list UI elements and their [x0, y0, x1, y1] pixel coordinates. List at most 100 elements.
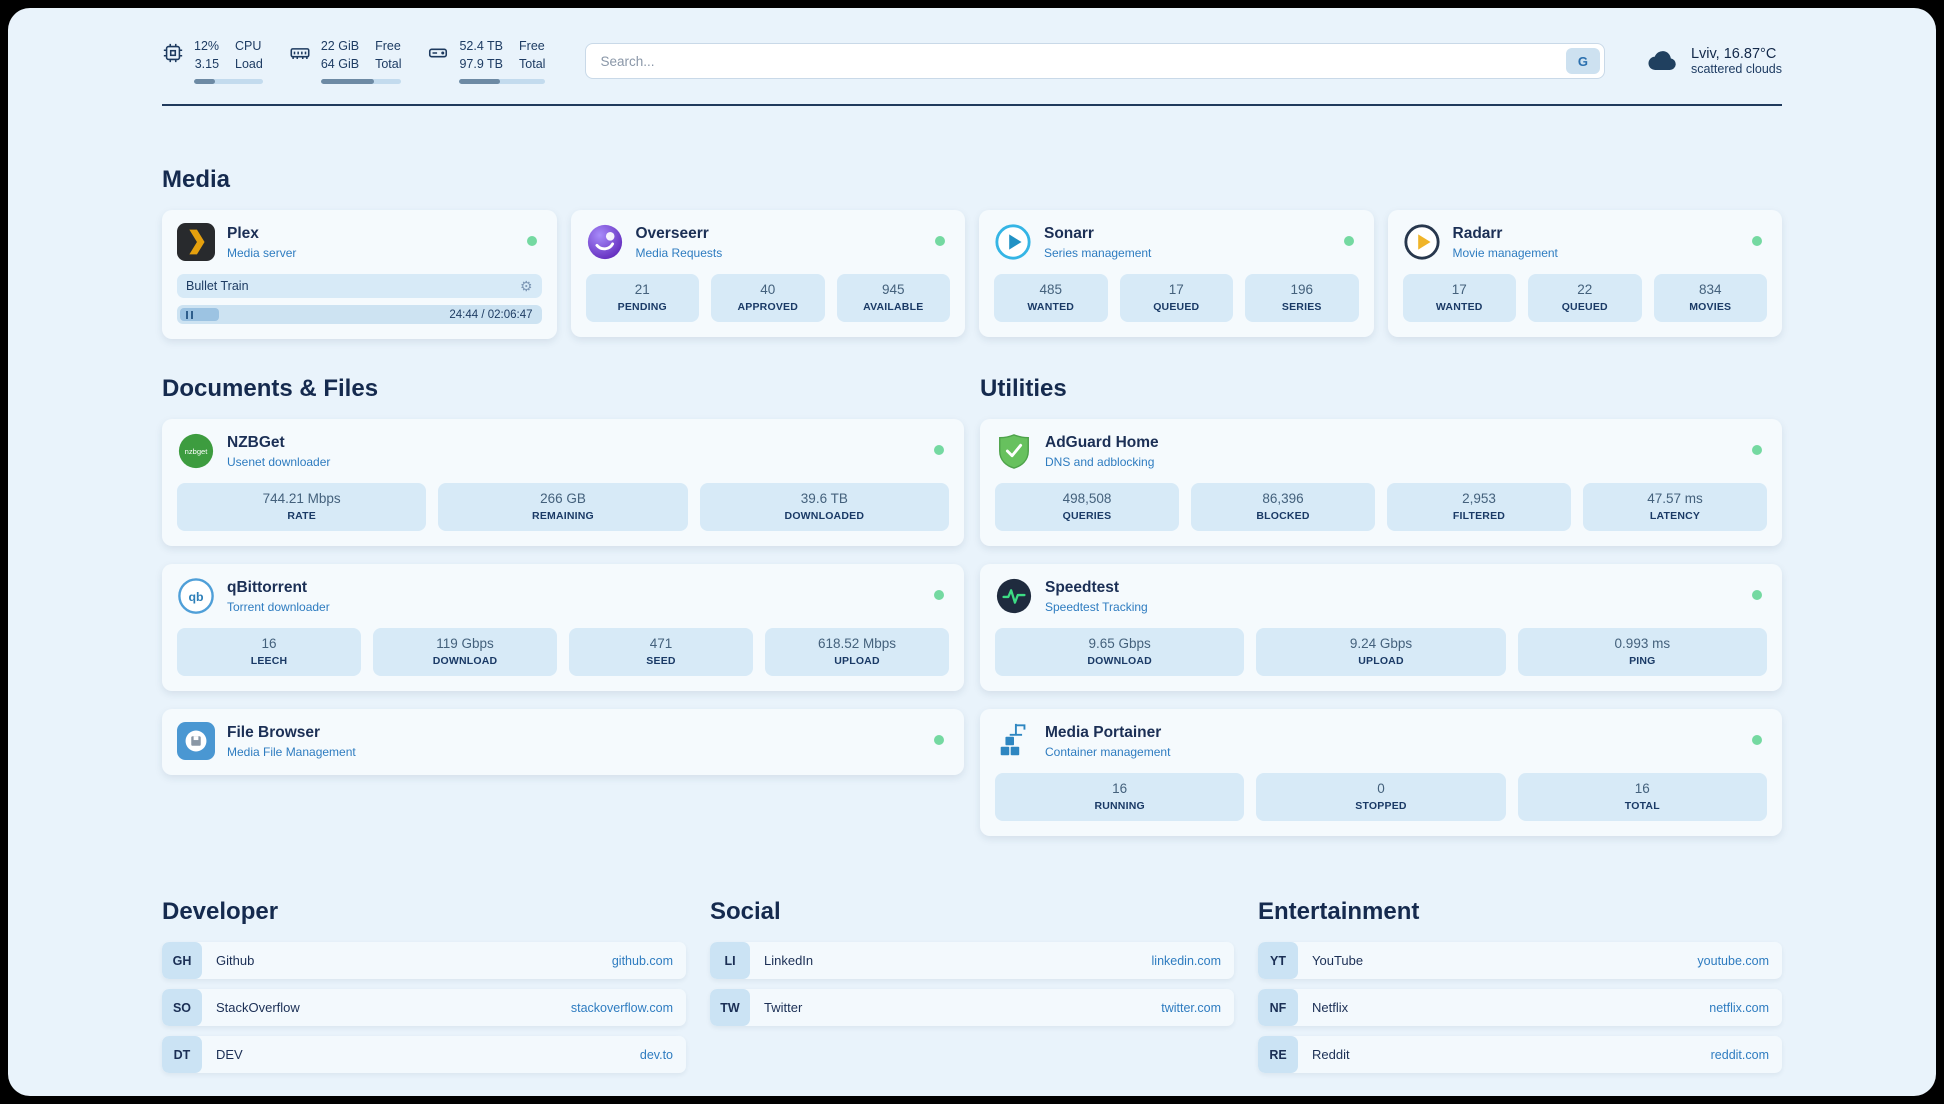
link-linkedin[interactable]: LI LinkedIn linkedin.com: [710, 942, 1234, 979]
twitter-badge: TW: [710, 989, 750, 1026]
stat-label: PENDING: [617, 301, 667, 313]
link-github[interactable]: GH Github github.com: [162, 942, 686, 979]
stat-value: 945: [881, 282, 905, 297]
playback-progress-bar[interactable]: 24:44 / 02:06:47: [177, 305, 542, 324]
stat-value: 17: [1168, 282, 1184, 297]
link-netflix[interactable]: NF Netflix netflix.com: [1258, 989, 1782, 1026]
stat-tile: 471 SEED: [569, 628, 753, 676]
link-url[interactable]: dev.to: [639, 1047, 673, 1062]
stat-tile: 47.57 ms LATENCY: [1583, 483, 1767, 531]
section-title-utilities: Utilities: [980, 375, 1067, 402]
section-title-media: Media: [162, 166, 231, 193]
link-url[interactable]: stackoverflow.com: [570, 1000, 673, 1015]
link-stackoverflow[interactable]: SO StackOverflow stackoverflow.com: [162, 989, 686, 1026]
stat-tile: 22 QUEUED: [1528, 274, 1642, 322]
link-url[interactable]: youtube.com: [1697, 953, 1769, 968]
stat-label: DOWNLOADED: [784, 510, 865, 522]
stat-value: 16: [261, 636, 277, 651]
ram-progress-fill: [320, 79, 375, 84]
app-card-radarr[interactable]: Radarr Movie management 17 WANTED 22 QUE…: [1387, 210, 1782, 337]
stat-label: QUERIES: [1062, 510, 1112, 522]
app-subtitle: Series management: [1044, 245, 1152, 260]
link-twitter[interactable]: TW Twitter twitter.com: [710, 989, 1234, 1026]
search-engine-button[interactable]: G: [1565, 48, 1600, 74]
app-card-overseerr[interactable]: Overseerr Media Requests 21 PENDING 40 A…: [570, 210, 965, 337]
stat-label: PING: [1629, 655, 1656, 667]
app-name: NZBGet: [227, 433, 285, 451]
app-card-filebrowser[interactable]: File Browser Media File Management: [162, 709, 964, 775]
link-reddit[interactable]: RE Reddit reddit.com: [1258, 1036, 1782, 1073]
app-card-nzbget[interactable]: nzbget NZBGet Usenet downloader 744.21 M…: [162, 419, 964, 546]
app-card-portainer[interactable]: Media Portainer Container management 16 …: [980, 709, 1782, 836]
stackoverflow-badge: SO: [162, 989, 202, 1026]
link-youtube[interactable]: YT YouTube youtube.com: [1258, 942, 1782, 979]
stat-label: FILTERED: [1452, 510, 1506, 522]
stat-value: 40: [760, 282, 776, 297]
pause-icon[interactable]: [186, 310, 193, 319]
ram-free-value: 22 GiB: [320, 39, 360, 53]
linkedin-badge: LI: [710, 942, 750, 979]
link-name: Twitter: [764, 1000, 803, 1015]
link-dev[interactable]: DT DEV dev.to: [162, 1036, 686, 1073]
stat-value: 471: [649, 636, 673, 651]
link-name: DEV: [216, 1047, 243, 1062]
ram-widget: 22 GiB 64 GiB Free Total: [289, 38, 402, 84]
app-subtitle: Container management: [1045, 744, 1171, 759]
section-title-documents: Documents & Files: [162, 375, 379, 402]
qbittorrent-icon: qb: [177, 577, 215, 615]
stat-label: SERIES: [1281, 301, 1322, 313]
developer-links-column: Developer GH Github github.com SO StackO…: [162, 898, 686, 1083]
stat-tile: 945 AVAILABLE: [836, 274, 950, 322]
stat-value: 86,396: [1262, 491, 1304, 506]
status-dot: [1752, 590, 1762, 600]
stat-tile: 21 PENDING: [585, 274, 699, 322]
status-dot: [1752, 735, 1762, 745]
stat-tile: 16 LEECH: [177, 628, 361, 676]
search-input[interactable]: [585, 43, 1605, 79]
ram-label-top: Free: [375, 39, 401, 53]
plex-now-playing-widget: Bullet Train ⚙ 24:44 / 02:06:47: [177, 274, 542, 324]
disk-progress-fill: [459, 79, 500, 84]
link-url[interactable]: reddit.com: [1710, 1047, 1769, 1062]
cpu-chip-icon: [162, 42, 184, 64]
plex-icon: [177, 223, 215, 261]
disk-total-value: 97.9 TB: [459, 56, 504, 71]
cpu-usage-value: 12%: [194, 39, 220, 53]
app-card-sonarr[interactable]: Sonarr Series management 485 WANTED 17 Q…: [979, 210, 1374, 337]
stat-label: WANTED: [1027, 301, 1075, 313]
app-card-adguard[interactable]: AdGuard Home DNS and adblocking 498,508 …: [980, 419, 1782, 546]
link-url[interactable]: netflix.com: [1709, 1000, 1769, 1015]
adguard-icon: [995, 432, 1033, 470]
link-url[interactable]: github.com: [611, 953, 673, 968]
stat-tile: 485 WANTED: [994, 274, 1108, 322]
cloud-icon: [1645, 43, 1681, 79]
entertainment-links-column: Entertainment YT YouTube youtube.com NF …: [1258, 898, 1782, 1083]
stat-value: 9.24 Gbps: [1349, 636, 1413, 651]
link-url[interactable]: linkedin.com: [1151, 953, 1221, 968]
disk-free-value: 52.4 TB: [459, 39, 504, 53]
stat-label: RUNNING: [1094, 800, 1145, 812]
app-subtitle: Usenet downloader: [227, 454, 331, 469]
app-name: Sonarr: [1044, 224, 1094, 242]
app-subtitle: Media File Management: [227, 744, 356, 759]
app-subtitle: Media server: [227, 245, 297, 260]
status-dot: [1343, 236, 1354, 246]
ram-icon: [289, 42, 311, 64]
topbar: 12% 3.15 CPU Load: [162, 38, 1782, 84]
stat-value: 119 Gbps: [436, 636, 494, 651]
weather-widget: Lviv, 16.87°C scattered clouds: [1645, 43, 1782, 79]
link-url[interactable]: twitter.com: [1161, 1000, 1221, 1015]
stat-tile: 0 STOPPED: [1256, 773, 1506, 821]
filebrowser-icon: [177, 722, 215, 760]
app-card-qbittorrent[interactable]: qb qBittorrent Torrent downloader 16 LEE…: [162, 564, 964, 691]
stat-value: 21: [634, 282, 650, 297]
stat-tile: 9.65 Gbps DOWNLOAD: [995, 628, 1245, 676]
section-title-entertainment: Entertainment: [1258, 898, 1420, 925]
status-dot: [1752, 236, 1762, 246]
dev-badge: DT: [162, 1036, 202, 1073]
gear-icon[interactable]: ⚙: [519, 278, 533, 294]
app-name: File Browser: [227, 723, 321, 741]
stat-value: 16: [1634, 781, 1650, 796]
app-card-speedtest[interactable]: Speedtest Speedtest Tracking 9.65 Gbps D…: [980, 564, 1782, 691]
app-card-plex[interactable]: Plex Media server Bullet Train ⚙ 24:44 /…: [162, 210, 557, 339]
